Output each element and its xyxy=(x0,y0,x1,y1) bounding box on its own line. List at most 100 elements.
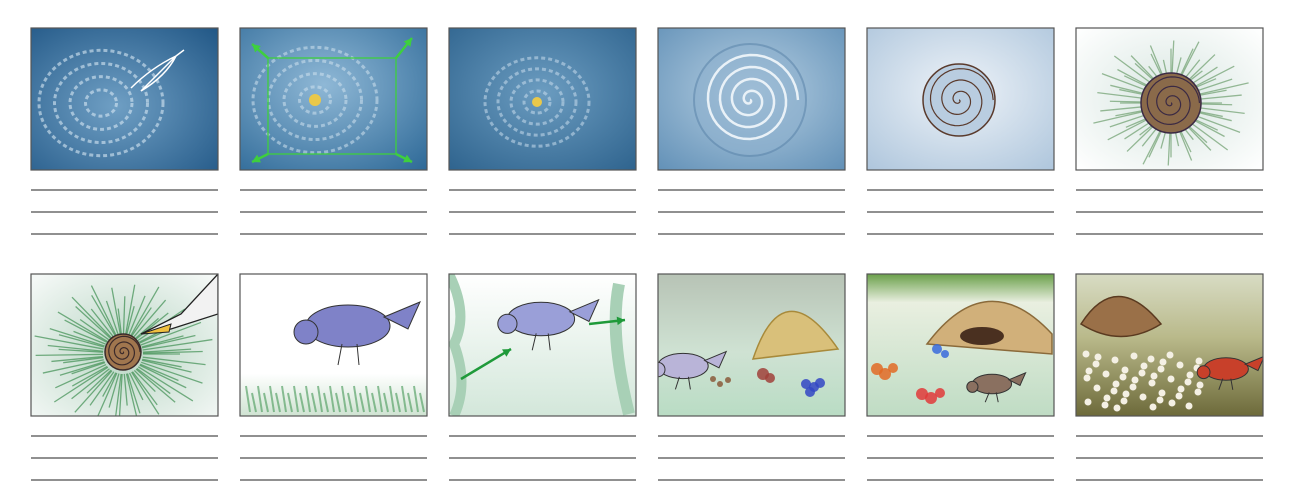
storyboard-panel xyxy=(448,27,637,171)
panel-frame xyxy=(30,27,219,171)
stroke xyxy=(1113,55,1155,86)
stroke xyxy=(1190,117,1225,138)
stroke xyxy=(57,311,108,343)
nest xyxy=(1079,295,1163,338)
bird-body xyxy=(506,301,576,337)
stroke xyxy=(1126,122,1157,152)
flower xyxy=(1120,397,1128,405)
storyboard-panel xyxy=(866,273,1055,417)
stroke xyxy=(1178,41,1200,80)
stroke xyxy=(115,373,122,416)
flower xyxy=(1121,366,1129,374)
blob xyxy=(717,381,723,387)
panel-sketch xyxy=(245,301,425,413)
storyboard-panel xyxy=(866,27,1055,171)
grass xyxy=(323,392,329,413)
stroke xyxy=(1192,114,1241,133)
grass xyxy=(395,392,401,413)
bird-legs xyxy=(531,333,551,351)
beak-tip xyxy=(140,323,172,335)
arrow-head xyxy=(502,349,511,357)
panel-frame xyxy=(866,27,1055,171)
blob xyxy=(925,392,937,404)
stroke xyxy=(97,372,118,416)
stroke xyxy=(1109,113,1149,128)
bird-tail xyxy=(703,350,728,369)
grass xyxy=(251,392,257,413)
stroke xyxy=(71,362,106,375)
stroke xyxy=(108,373,120,408)
bird-tail xyxy=(1243,356,1263,372)
stroke xyxy=(1093,110,1148,124)
flower xyxy=(1119,373,1127,381)
bird-head xyxy=(658,361,666,378)
panel-frame xyxy=(657,273,846,417)
stroke xyxy=(58,334,105,348)
storyboard-panel xyxy=(657,273,846,417)
stroke xyxy=(131,371,160,415)
panel-frame xyxy=(866,273,1055,417)
ring xyxy=(483,56,591,148)
stroke xyxy=(71,296,112,339)
stroke xyxy=(125,284,136,335)
spiral xyxy=(1146,76,1201,126)
stroke xyxy=(1195,106,1245,115)
spiral xyxy=(108,335,141,366)
stroke xyxy=(131,371,158,406)
stroke xyxy=(142,358,182,368)
stroke xyxy=(1187,120,1229,151)
grass xyxy=(269,385,275,413)
panel-background xyxy=(449,28,636,170)
arrow-head xyxy=(403,154,412,163)
flower xyxy=(1177,385,1185,393)
blob xyxy=(879,368,891,380)
bird-legs xyxy=(984,392,999,403)
stroke xyxy=(47,344,104,352)
grass xyxy=(365,385,371,413)
flower xyxy=(1103,394,1111,402)
panel-sketch xyxy=(922,63,996,137)
stroke xyxy=(1117,68,1152,89)
flower xyxy=(1184,378,1192,386)
blob xyxy=(932,344,942,354)
flower xyxy=(1110,387,1118,395)
ring xyxy=(282,72,348,128)
stroke xyxy=(111,287,121,335)
panel-frame xyxy=(30,273,219,417)
blob xyxy=(805,387,815,397)
stroke xyxy=(59,361,105,376)
grass xyxy=(407,392,413,413)
center xyxy=(532,97,542,107)
ring xyxy=(522,89,552,115)
storyboard-panel xyxy=(657,27,846,171)
stroke xyxy=(1195,94,1242,101)
panel-frame xyxy=(239,27,428,171)
flower xyxy=(1148,379,1156,387)
bird-body xyxy=(658,352,709,380)
panel-sketch xyxy=(449,274,635,416)
flower xyxy=(1130,352,1138,360)
stroke xyxy=(141,335,184,348)
grass xyxy=(353,385,359,413)
stroke xyxy=(141,359,192,373)
arrow-head xyxy=(252,154,261,163)
bird-body xyxy=(305,304,391,348)
storyboard-panel xyxy=(30,27,219,171)
flower xyxy=(1122,390,1130,398)
stroke xyxy=(1195,103,1233,106)
flower xyxy=(1168,399,1176,407)
flower xyxy=(1094,353,1102,361)
spiral xyxy=(929,68,994,127)
flower xyxy=(1147,355,1155,363)
stroke xyxy=(122,296,126,335)
blob xyxy=(935,388,945,398)
grass xyxy=(335,392,341,413)
stroke xyxy=(1097,91,1147,100)
flower xyxy=(1185,402,1193,410)
blob xyxy=(888,363,898,373)
stroke xyxy=(1109,100,1147,103)
grass xyxy=(341,385,347,413)
flower xyxy=(1157,365,1165,373)
flower xyxy=(1113,404,1121,412)
stroke xyxy=(1130,55,1158,83)
